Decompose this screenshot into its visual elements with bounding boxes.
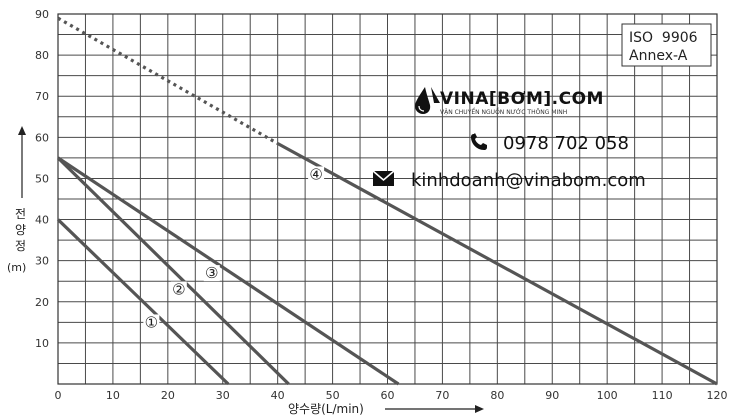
y-axis-title-char-1: 전: [15, 207, 26, 221]
series-labels: ①② ③ ④: [143, 165, 325, 331]
x-tick-label: 20: [161, 389, 175, 402]
x-tick-label: 10: [106, 389, 120, 402]
series-label-bg-2: [170, 281, 187, 298]
y-tick-label: 50: [35, 172, 49, 185]
x-tick-label: 80: [490, 389, 504, 402]
x-tick-label: 70: [435, 389, 449, 402]
y-axis-arrow-head: [18, 126, 26, 135]
y-tick-label: 10: [35, 337, 49, 350]
y-tick-label: 70: [35, 90, 49, 103]
phone-icon: [471, 133, 487, 150]
y-axis-title-char-2: 양: [15, 223, 26, 237]
iso-annotation: ISO 9906 Annex-A: [621, 23, 712, 67]
water-drop-logo-icon: [415, 87, 440, 114]
x-tick-label: 60: [381, 389, 395, 402]
email-address: kinhdoanh@vinabom.com: [411, 170, 646, 191]
series-label-3: ③: [205, 264, 218, 282]
y-tick-label: 20: [35, 296, 49, 309]
brand-name: VINA[BƠM].COM: [440, 89, 604, 109]
series-label-bg-4: [308, 166, 325, 183]
brand-watermark: VINA[BƠM].COM VẬN CHUYỂN NGUỒN NƯỚC THÔN…: [372, 87, 646, 191]
series-label-bg-1: [143, 314, 160, 331]
y-axis-title-char-3: 정: [15, 239, 26, 253]
x-tick-label: 100: [597, 389, 618, 402]
x-axis-title-text: 양수량(L/min): [288, 402, 364, 416]
y-tick-label: 80: [35, 49, 49, 62]
x-axis-title: 양수량(L/min): [288, 402, 484, 416]
series-label-bg-3: [203, 265, 220, 282]
x-tick-label: 40: [271, 389, 285, 402]
y-tick-labels: 10 20 30 40 50 60 70 80 90: [35, 8, 49, 350]
iso-annotation-line-2: Annex-A: [629, 48, 688, 64]
brand-tagline: VẬN CHUYỂN NGUỒN NƯỚC THÔNG MINH: [440, 107, 567, 116]
y-tick-label: 30: [35, 255, 49, 268]
chart-series: [56, 16, 718, 386]
series-line-4: [276, 142, 718, 386]
y-tick-label: 60: [35, 131, 49, 144]
y-axis-title: 전 양 정 (m): [7, 126, 26, 274]
series-label-4: ④: [309, 165, 322, 183]
plot-frame: [57, 13, 718, 385]
x-tick-label: 0: [55, 389, 62, 402]
phone-number: 0978 702 058: [503, 133, 629, 154]
x-tick-label: 30: [216, 389, 230, 402]
x-tick-label: 120: [707, 389, 728, 402]
iso-annotation-line-1: ISO 9906: [629, 30, 698, 46]
x-tick-label: 50: [326, 389, 340, 402]
iso-annotation-box: [621, 23, 712, 67]
series-label-1: ①: [145, 313, 158, 331]
series-line-3: [57, 156, 400, 386]
series-line-2: [56, 156, 290, 386]
x-axis-arrow-head: [475, 405, 484, 413]
series-label-2: ②: [172, 281, 185, 299]
y-tick-label: 90: [35, 8, 49, 21]
x-tick-label: 90: [545, 389, 559, 402]
envelope-icon: [372, 170, 395, 186]
x-tick-labels: 0 10 20 30 40 50 60 70 80 90 100 110 120: [55, 389, 728, 402]
x-tick-label: 110: [652, 389, 673, 402]
y-tick-label: 40: [35, 214, 49, 227]
series-line-4-extrapolated: [57, 16, 279, 145]
series-line-1: [56, 218, 230, 386]
y-axis-title-unit: (m): [7, 261, 26, 274]
